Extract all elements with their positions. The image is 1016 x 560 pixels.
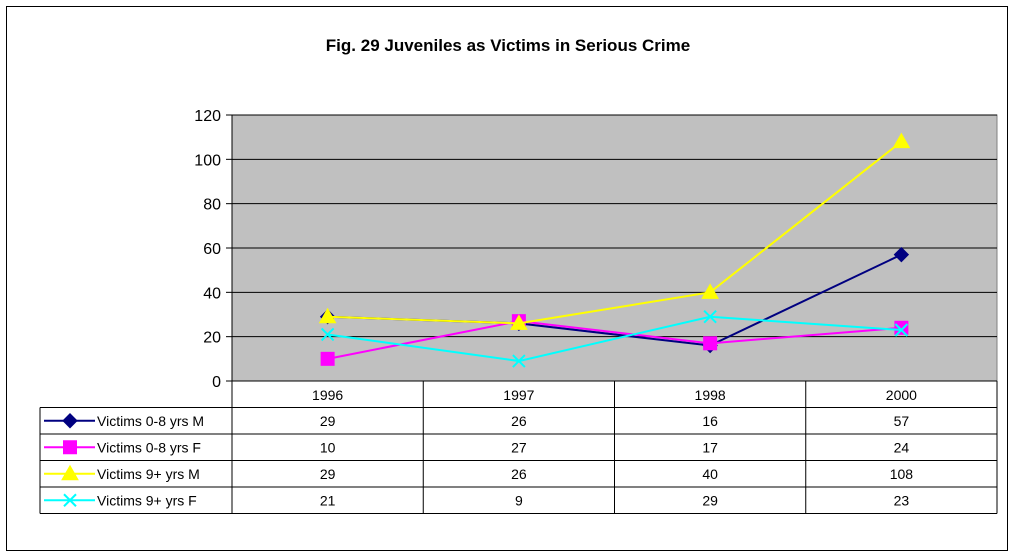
legend-label: Victims 0-8 yrs F [97,439,201,455]
data-point [512,354,526,368]
data-label: 16 [702,413,718,429]
y-tick-label: 20 [203,330,221,347]
data-point [703,310,717,324]
series-line [327,320,902,360]
data-table: 1996 1997 1998 2000 Victims 0-8 yrs M 29 26 16 5… [39,381,998,514]
x-tick-label: 1997 [503,387,534,403]
data-point [894,320,909,335]
legend-key-marker [63,440,77,455]
data-label: 9 [515,492,523,508]
data-point [320,351,335,366]
data-point [893,246,910,263]
plot-area: 0 20 40 60 80 100 120 [194,108,998,391]
data-label: 40 [702,466,718,482]
data-label: 26 [511,466,527,482]
data-label: 17 [702,439,718,455]
data-label: 29 [702,492,718,508]
x-tick-label: 2000 [886,387,917,403]
y-tick-label: 60 [203,241,221,258]
marker-stroke [703,310,717,324]
x-tick-label: 1998 [695,387,726,403]
data-label: 29 [320,413,336,429]
marker-stroke [63,493,77,507]
data-point [510,314,528,330]
data-label: 26 [511,413,527,429]
data-point [318,307,337,324]
legend-label: Victims 9+ yrs M [97,466,200,482]
data-point [894,323,909,337]
data-label: 21 [320,492,336,508]
legend-key-marker [61,464,79,481]
data-label: 23 [894,492,910,508]
legend-label: Victims 0-8 yrs M [97,413,204,429]
marker-stroke [320,327,335,342]
y-tick-label: 80 [203,197,221,214]
y-tick-label: 40 [203,285,221,302]
data-label: 57 [894,413,910,429]
data-point [320,327,335,342]
y-tick-label: 100 [194,152,221,169]
data-label: 10 [320,439,336,455]
chart-title: Fig. 29 Juveniles as Victims in Serious … [325,36,691,55]
marker-stroke [512,354,526,368]
legend-key-marker [63,493,77,507]
legend-label: Victims 9+ yrs F [97,492,197,508]
x-tick-label: 1996 [312,387,343,403]
data-label: 29 [320,466,336,482]
y-tick-label: 0 [212,374,221,391]
data-point [892,132,911,149]
series-line [327,140,902,325]
marker-stroke [894,323,909,337]
data-point [703,336,718,351]
legend-key-marker [62,413,78,429]
data-label: 108 [890,466,914,482]
y-tick-label: 120 [194,108,221,125]
data-label: 27 [511,439,527,455]
data-point [701,283,719,299]
series-line [327,315,902,363]
data-label: 24 [894,439,910,455]
